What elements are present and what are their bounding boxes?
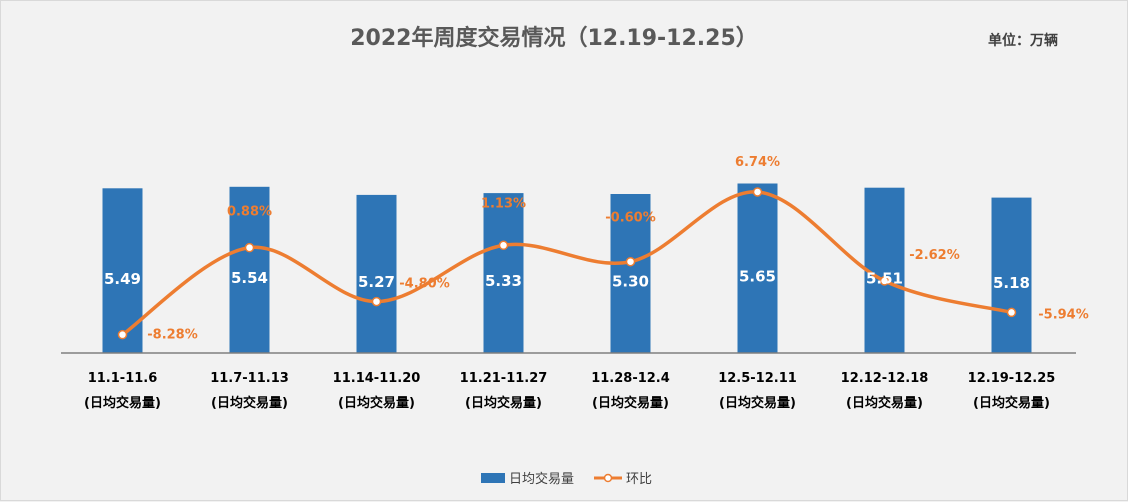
category-axis: 11.1-11.6 (日均交易量) 11.7-11.13 (日均交易量) 11.14-1… [84,371,1055,411]
category-sublabel: (日均交易量) [592,395,669,411]
bar-12.12-12.18 [864,187,905,353]
bar-value-label: 5.65 [739,268,776,286]
mom-value-label: -8.28% [147,328,198,343]
bar-11.7-11.13 [229,186,270,353]
mom-point-11.21-11.27 [498,240,509,251]
mom-value-label: 0.88% [227,205,272,220]
mom-value-label: -4.80% [399,277,450,292]
legend: 日均交易量 环比 [481,471,652,487]
bar-series [102,183,1032,353]
category-label: 11.28-12.4 [591,371,670,386]
category-label: 11.21-11.27 [460,371,548,386]
category-label: 12.19-12.25 [968,371,1056,386]
category-sublabel: (日均交易量) [973,395,1050,411]
category-label: 12.12-12.18 [841,371,929,386]
category-label: 12.5-12.11 [718,371,797,386]
mom-point-11.28-12.4 [625,256,636,267]
mom-value-label: -2.62% [909,248,960,263]
category-sublabel: (日均交易量) [719,395,796,411]
bar-11.21-11.27 [483,193,524,353]
mom-point-11.1-11.6 [117,329,128,340]
mom-value-label: 1.13% [481,196,526,211]
category-sublabel: (日均交易量) [84,395,161,411]
bar-value-label: 5.49 [104,270,141,288]
mom-value-label: 6.74% [735,155,780,170]
bar-11.28-12.4 [610,194,651,353]
unit-label: 单位：万辆 [988,32,1058,49]
bar-value-label: 5.54 [231,269,268,287]
category-sublabel: (日均交易量) [846,395,923,411]
mom-point-11.14-11.20 [371,296,382,307]
bar-value-label: 5.27 [358,273,395,291]
category-sublabel: (日均交易量) [465,395,542,411]
bar-value-label: 5.51 [866,270,903,288]
bar-11.14-11.20 [356,194,397,353]
line-series [117,187,1017,340]
bar-value-label: 5.18 [993,274,1030,292]
legend-line-label: 环比 [626,472,652,487]
category-sublabel: (日均交易量) [338,395,415,411]
mom-value-label: -0.60% [605,211,656,226]
legend-bar-swatch [481,473,505,483]
chart-title: 2022年周度交易情况（12.19-12.25） [350,25,758,51]
mom-point-12.5-12.11 [752,187,763,197]
bar-12.19-12.25 [991,197,1032,353]
bar-value-label: 5.30 [612,272,649,290]
mom-line-path [121,190,1012,337]
category-label: 11.14-11.20 [333,371,421,386]
category-label: 11.7-11.13 [210,371,289,386]
mom-point-11.7-11.13 [244,242,255,253]
bar-12.5-12.11 [737,183,778,353]
legend-bar-label: 日均交易量 [509,471,574,487]
data-labels: 5.49 5.54 5.27 5.33 5.30 5.65 5.51 5.18 -8.28% 0.… [104,155,1089,343]
legend-line-marker [603,473,613,483]
mom-value-label: -5.94% [1038,307,1089,322]
mom-point-12.19-12.25 [1006,307,1017,318]
bar-value-label: 5.33 [485,272,522,290]
mom-point-12.12-12.18 [879,276,890,286]
category-label: 11.1-11.6 [88,371,158,386]
category-sublabel: (日均交易量) [211,395,288,411]
